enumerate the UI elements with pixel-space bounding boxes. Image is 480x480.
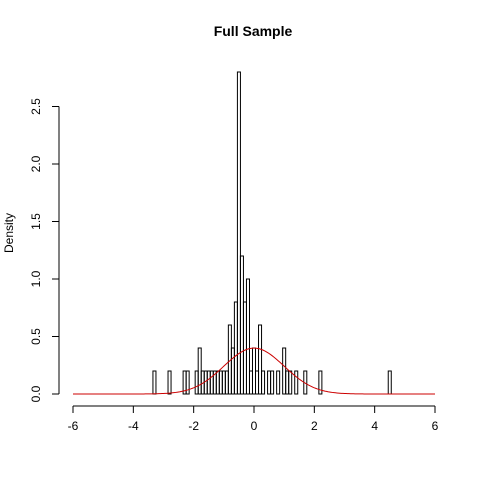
x-tick-label: 4 (371, 419, 378, 433)
y-tick-label: 1.5 (29, 213, 43, 230)
histogram-bar (288, 370, 293, 395)
x-tick-label: -2 (188, 419, 199, 433)
y-tick-label: 0.0 (29, 385, 43, 402)
y-tick-label: 0.5 (29, 328, 43, 345)
histogram-bar (387, 370, 392, 395)
histogram-bars (152, 71, 392, 395)
x-tick-label: 6 (432, 419, 439, 433)
histogram-bar (270, 370, 275, 395)
histogram-bar (294, 370, 299, 395)
chart-title: Full Sample (214, 23, 293, 39)
x-axis: -6 -4 -2 0 2 4 6 (68, 405, 439, 433)
x-tick-label: -6 (68, 419, 79, 433)
x-tick-label: -4 (128, 419, 139, 433)
density-curve (73, 347, 435, 395)
histogram-bar (258, 324, 263, 395)
y-tick-label: 2.0 (29, 155, 43, 172)
histogram-bar (236, 71, 241, 395)
histogram-bar (261, 370, 266, 395)
histogram-bar (152, 370, 157, 395)
x-tick-label: 0 (251, 419, 258, 433)
density-curve-layer (73, 347, 435, 395)
y-tick-label: 1.0 (29, 270, 43, 287)
y-tick-label: 2.5 (29, 98, 43, 115)
histogram-bar (276, 370, 281, 395)
histogram-bar (245, 278, 250, 395)
x-tick-label: 2 (311, 419, 318, 433)
histogram-bar (167, 370, 172, 395)
y-axis: 0.0 0.5 1.0 1.5 2.0 2.5 (29, 98, 60, 402)
y-axis-label: Density (2, 213, 16, 253)
histogram-bar (185, 370, 190, 395)
histogram-bar (318, 370, 323, 395)
